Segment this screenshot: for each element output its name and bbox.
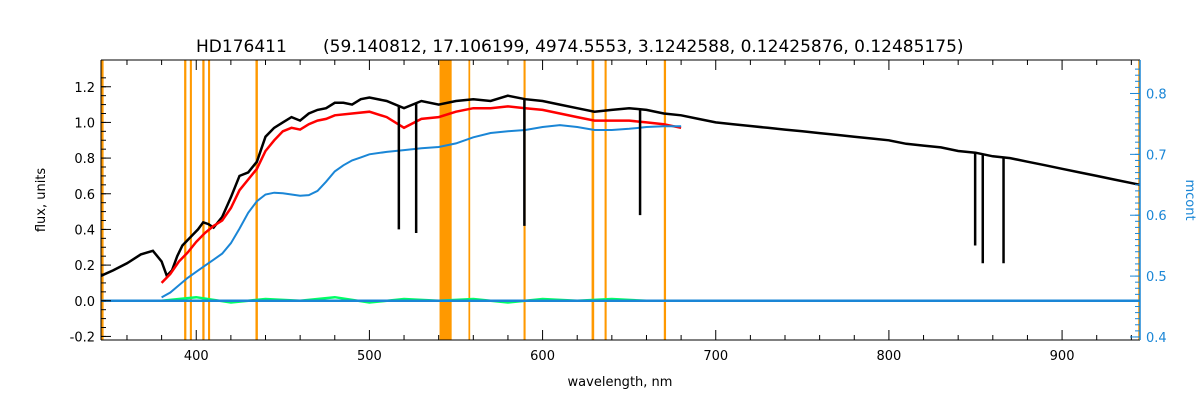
masked-region-5 xyxy=(255,60,258,340)
series-layer xyxy=(100,94,1141,304)
masked-region-0 xyxy=(101,60,104,340)
y-right-tick-label-2: 0.6 xyxy=(1146,209,1167,224)
x-tick-label-1: 500 xyxy=(357,349,382,364)
x-axis-label: wavelength, nm xyxy=(568,375,673,390)
y-tick-label-7: 1.2 xyxy=(74,81,95,96)
y-tick-label-2: 0.2 xyxy=(74,259,95,274)
y-tick-label-4: 0.6 xyxy=(74,188,95,203)
y-right-tick-label-3: 0.7 xyxy=(1146,148,1167,163)
masked-region-4 xyxy=(208,60,211,340)
x-tick-label-5: 900 xyxy=(1050,349,1075,364)
x-tick-label-3: 700 xyxy=(703,349,728,364)
y-tick-label-5: 0.8 xyxy=(74,152,95,167)
masked-region-6 xyxy=(439,60,452,340)
masked-region-10 xyxy=(604,60,607,340)
masked-region-1 xyxy=(184,60,187,340)
y-tick-label-3: 0.4 xyxy=(74,223,95,238)
y-axis-right-label: mcont xyxy=(1182,179,1197,220)
y-axis-label: flux, units xyxy=(34,168,49,233)
axis-ticks: 400 500 600 700 800 900 -0.2 0.0 0.2 0.4 0.6 0.8 1.0… xyxy=(70,60,1167,364)
y-tick-label-1: 0.0 xyxy=(74,295,95,310)
x-tick-label-2: 600 xyxy=(530,349,555,364)
masked-region-12 xyxy=(1138,60,1140,340)
series-line-1 xyxy=(160,105,682,284)
plot-frame xyxy=(100,59,1141,341)
chart-subtitle: (59.140812, 17.106199, 4974.5553, 3.1242… xyxy=(323,37,964,57)
masked-region-9 xyxy=(591,60,595,340)
masked-region-2 xyxy=(189,60,192,340)
masked-region-11 xyxy=(663,60,667,340)
y-right-tick-label-1: 0.5 xyxy=(1146,270,1167,285)
x-tick-label-4: 800 xyxy=(876,349,901,364)
y-tick-label-0: -0.2 xyxy=(70,330,95,345)
y-tick-label-6: 1.0 xyxy=(74,116,95,131)
x-tick-label-0: 400 xyxy=(184,349,209,364)
y-right-tick-label-0: 0.4 xyxy=(1146,331,1167,346)
series-line-0 xyxy=(100,94,1141,279)
y-right-tick-label-4: 0.8 xyxy=(1146,87,1167,102)
masked-region-3 xyxy=(202,60,205,340)
masked-region-7 xyxy=(468,60,471,340)
series-line-2 xyxy=(161,124,682,299)
chart-title: HD176411 xyxy=(196,37,287,57)
